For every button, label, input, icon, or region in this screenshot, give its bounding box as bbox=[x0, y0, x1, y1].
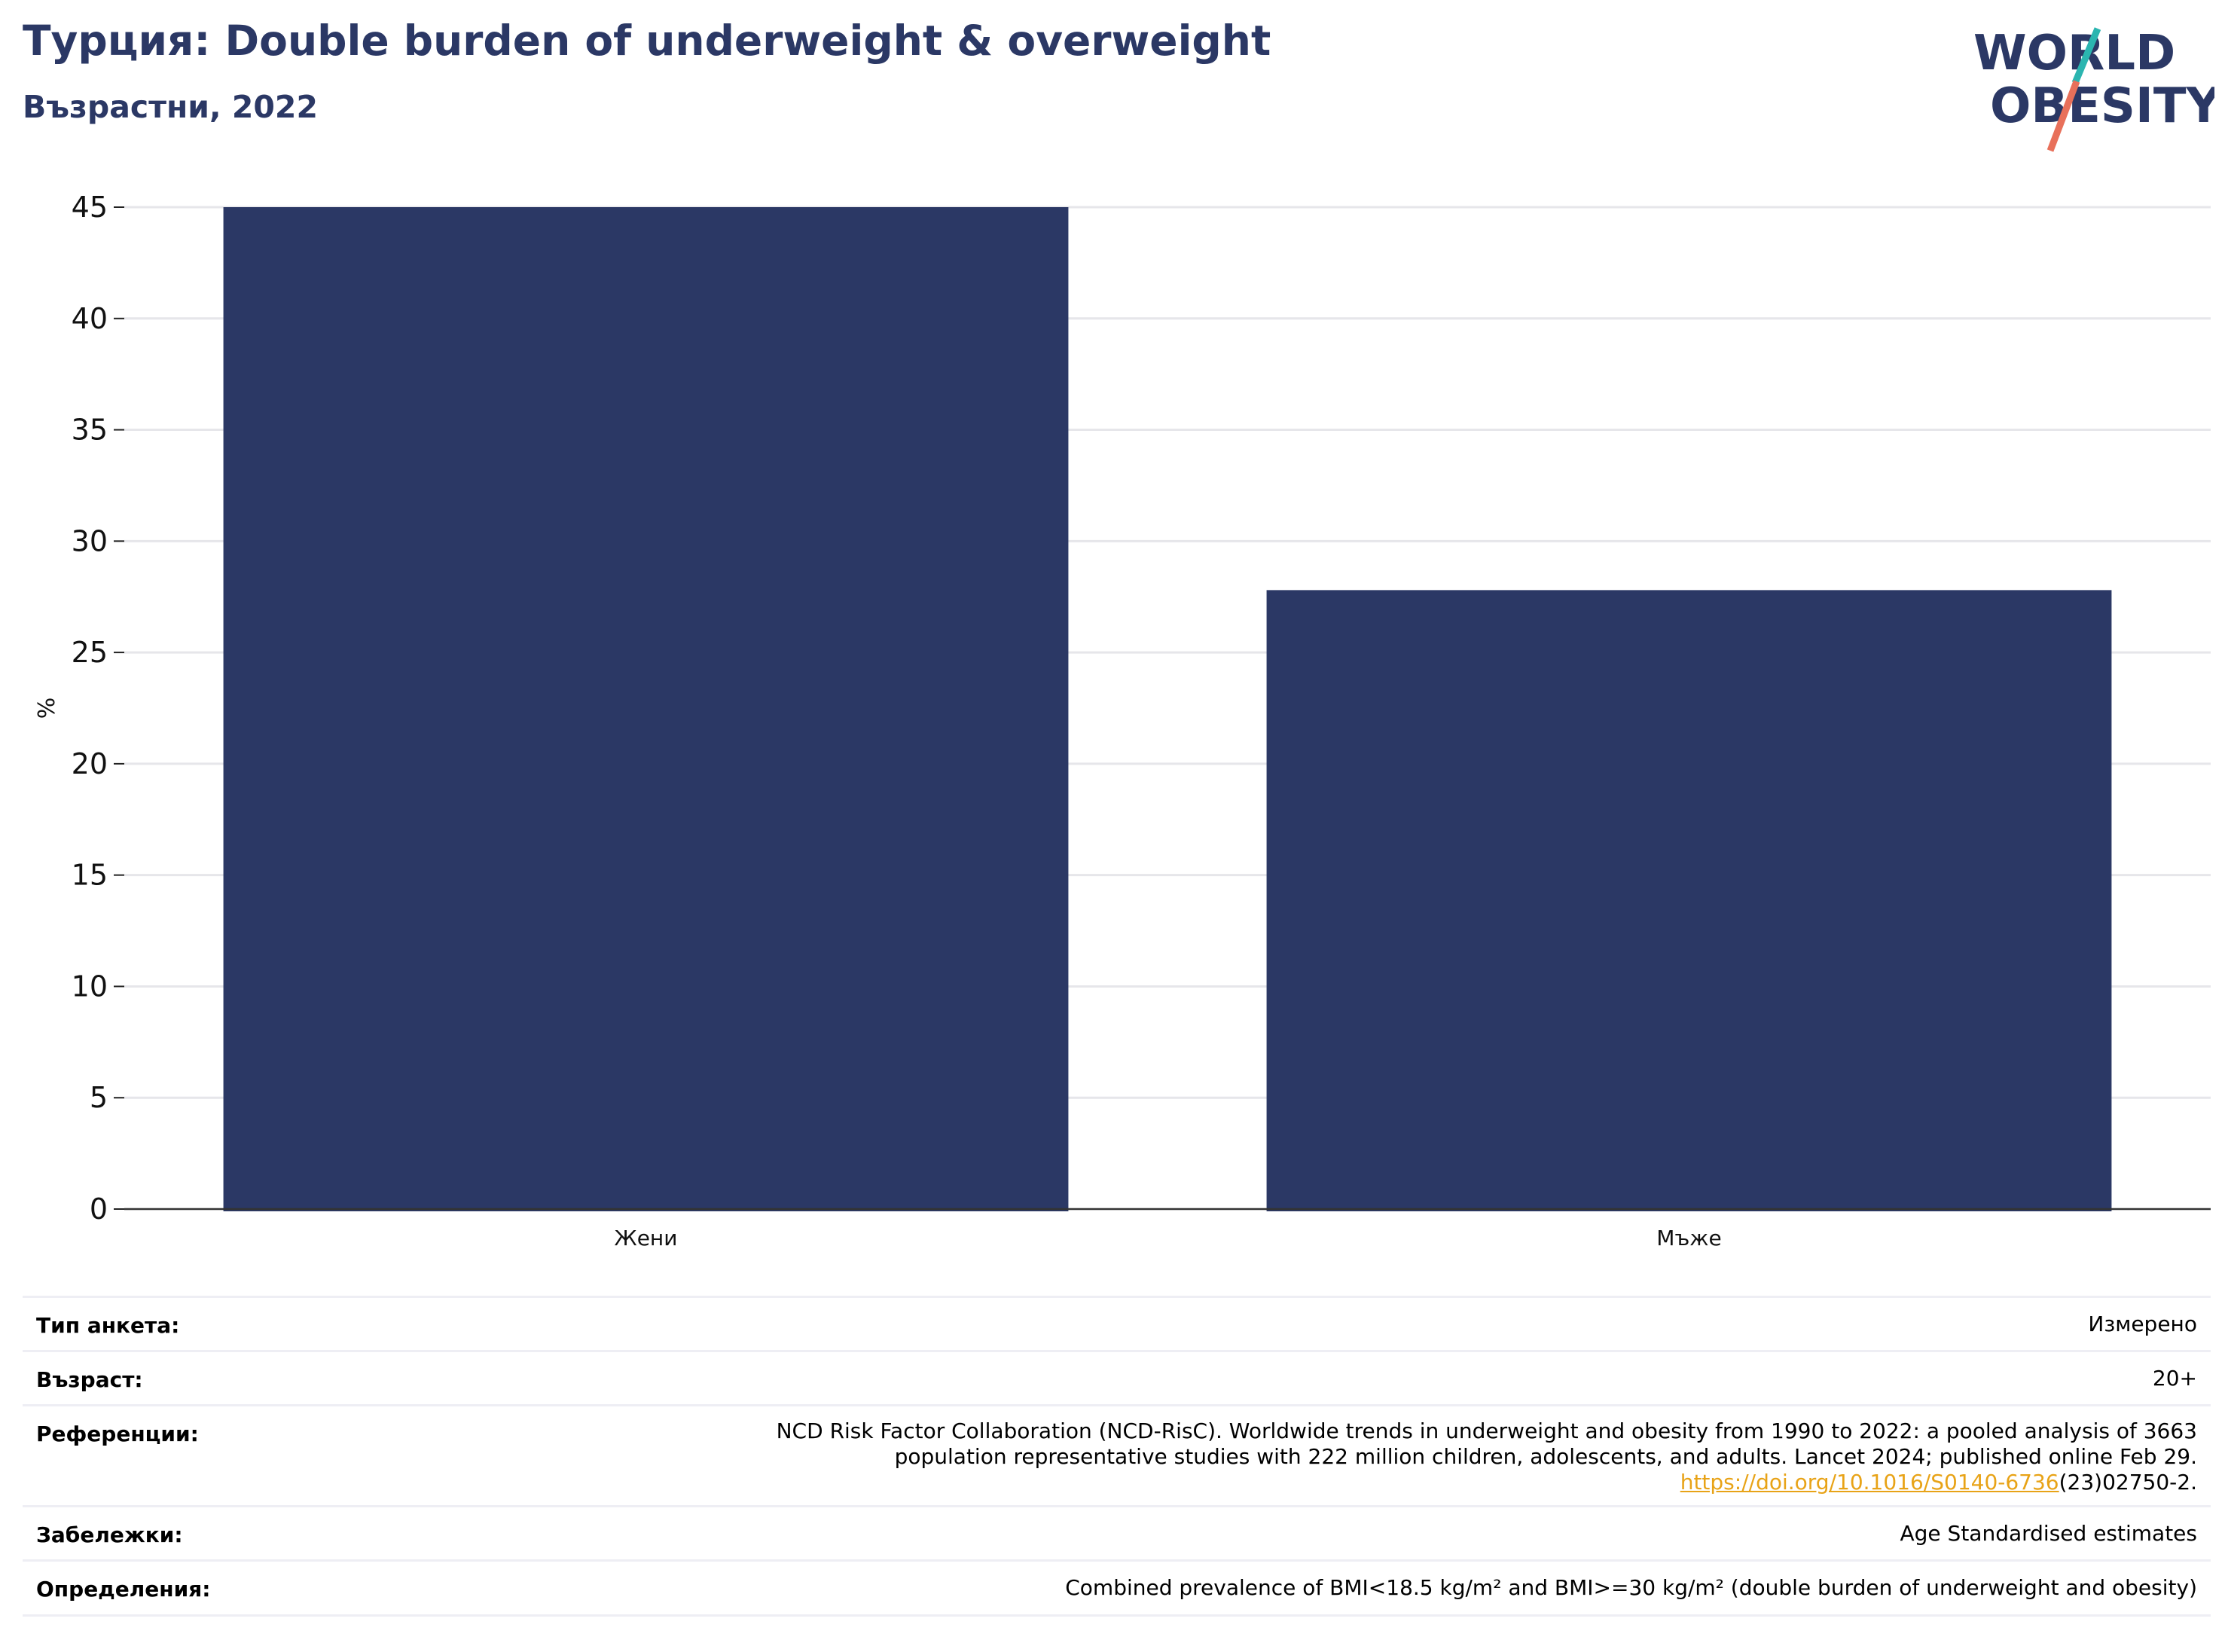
y-tick-label: 5 bbox=[90, 1081, 108, 1114]
bar-chart: 0 5 10 15 20 25 30 35 40 45 Жени Мъже% bbox=[34, 191, 2211, 1250]
bar bbox=[223, 207, 1069, 1211]
meta-row-survey-type: Тип анкета: Измерено bbox=[23, 1296, 2211, 1351]
y-tick-label: 20 bbox=[72, 747, 108, 780]
logo-slash-top bbox=[2071, 27, 2101, 84]
meta-value: Измерено bbox=[2088, 1312, 2197, 1336]
reference-line-1: NCD Risk Factor Collaboration (NCD-RisC)… bbox=[776, 1418, 2197, 1443]
logo-word-obesity: OBESITY bbox=[1990, 78, 2214, 134]
logo-slash-bottom bbox=[2046, 80, 2080, 152]
y-tick-label: 45 bbox=[72, 191, 108, 224]
doi-suffix: (23)02750-2. bbox=[2059, 1470, 2197, 1495]
meta-row-age: Възраст: 20+ bbox=[23, 1350, 2211, 1405]
metadata-table: Тип анкета: Измерено Възраст: 20+ Рефере… bbox=[23, 1296, 2211, 1617]
y-tick-label: 10 bbox=[72, 970, 108, 1003]
x-tick-label: Мъже bbox=[1656, 1226, 1721, 1250]
meta-label: Определения: bbox=[36, 1577, 211, 1602]
meta-value: Age Standardised estimates bbox=[1900, 1521, 2197, 1546]
bar bbox=[1266, 590, 2112, 1211]
y-tick-label: 35 bbox=[72, 414, 108, 447]
meta-label: Забележки: bbox=[36, 1522, 183, 1547]
chart-title: Турция: Double burden of underweight & o… bbox=[23, 17, 1271, 65]
y-tick-label: 25 bbox=[72, 636, 108, 669]
chart-subtitle: Възрастни, 2022 bbox=[23, 89, 318, 125]
reference-line-2: population representative studies with 2… bbox=[894, 1444, 2197, 1469]
doi-link[interactable]: https://doi.org/10.1016/S0140-6736 bbox=[1680, 1470, 2059, 1495]
x-tick-label: Жени bbox=[615, 1226, 678, 1250]
meta-row-definitions: Определения: Combined prevalence of BMI<… bbox=[23, 1559, 2211, 1617]
y-tick-label: 30 bbox=[72, 524, 108, 557]
meta-label: Тип анкета: bbox=[36, 1313, 180, 1338]
meta-label: Възраст: bbox=[36, 1367, 143, 1392]
world-obesity-logo: WORLD OBESITY bbox=[1973, 26, 2214, 152]
meta-row-references: Референции: NCD Risk Factor Collaboratio… bbox=[23, 1404, 2211, 1506]
y-tick-label: 0 bbox=[90, 1192, 108, 1226]
y-axis-label: % bbox=[34, 698, 60, 719]
y-tick-label: 15 bbox=[72, 859, 108, 892]
logo-word-world: WORLD bbox=[1973, 26, 2175, 81]
meta-value: 20+ bbox=[2152, 1366, 2197, 1391]
meta-value: Combined prevalence of BMI<18.5 kg/m² an… bbox=[1065, 1575, 2197, 1600]
meta-value-references: NCD Risk Factor Collaboration (NCD-RisC)… bbox=[777, 1418, 2197, 1495]
reference-line-3: https://doi.org/10.1016/S0140-6736(23)02… bbox=[777, 1470, 2197, 1495]
y-tick-label: 40 bbox=[72, 302, 108, 335]
meta-row-notes: Забележки: Age Standardised estimates bbox=[23, 1505, 2211, 1560]
meta-label: Референции: bbox=[36, 1421, 199, 1446]
